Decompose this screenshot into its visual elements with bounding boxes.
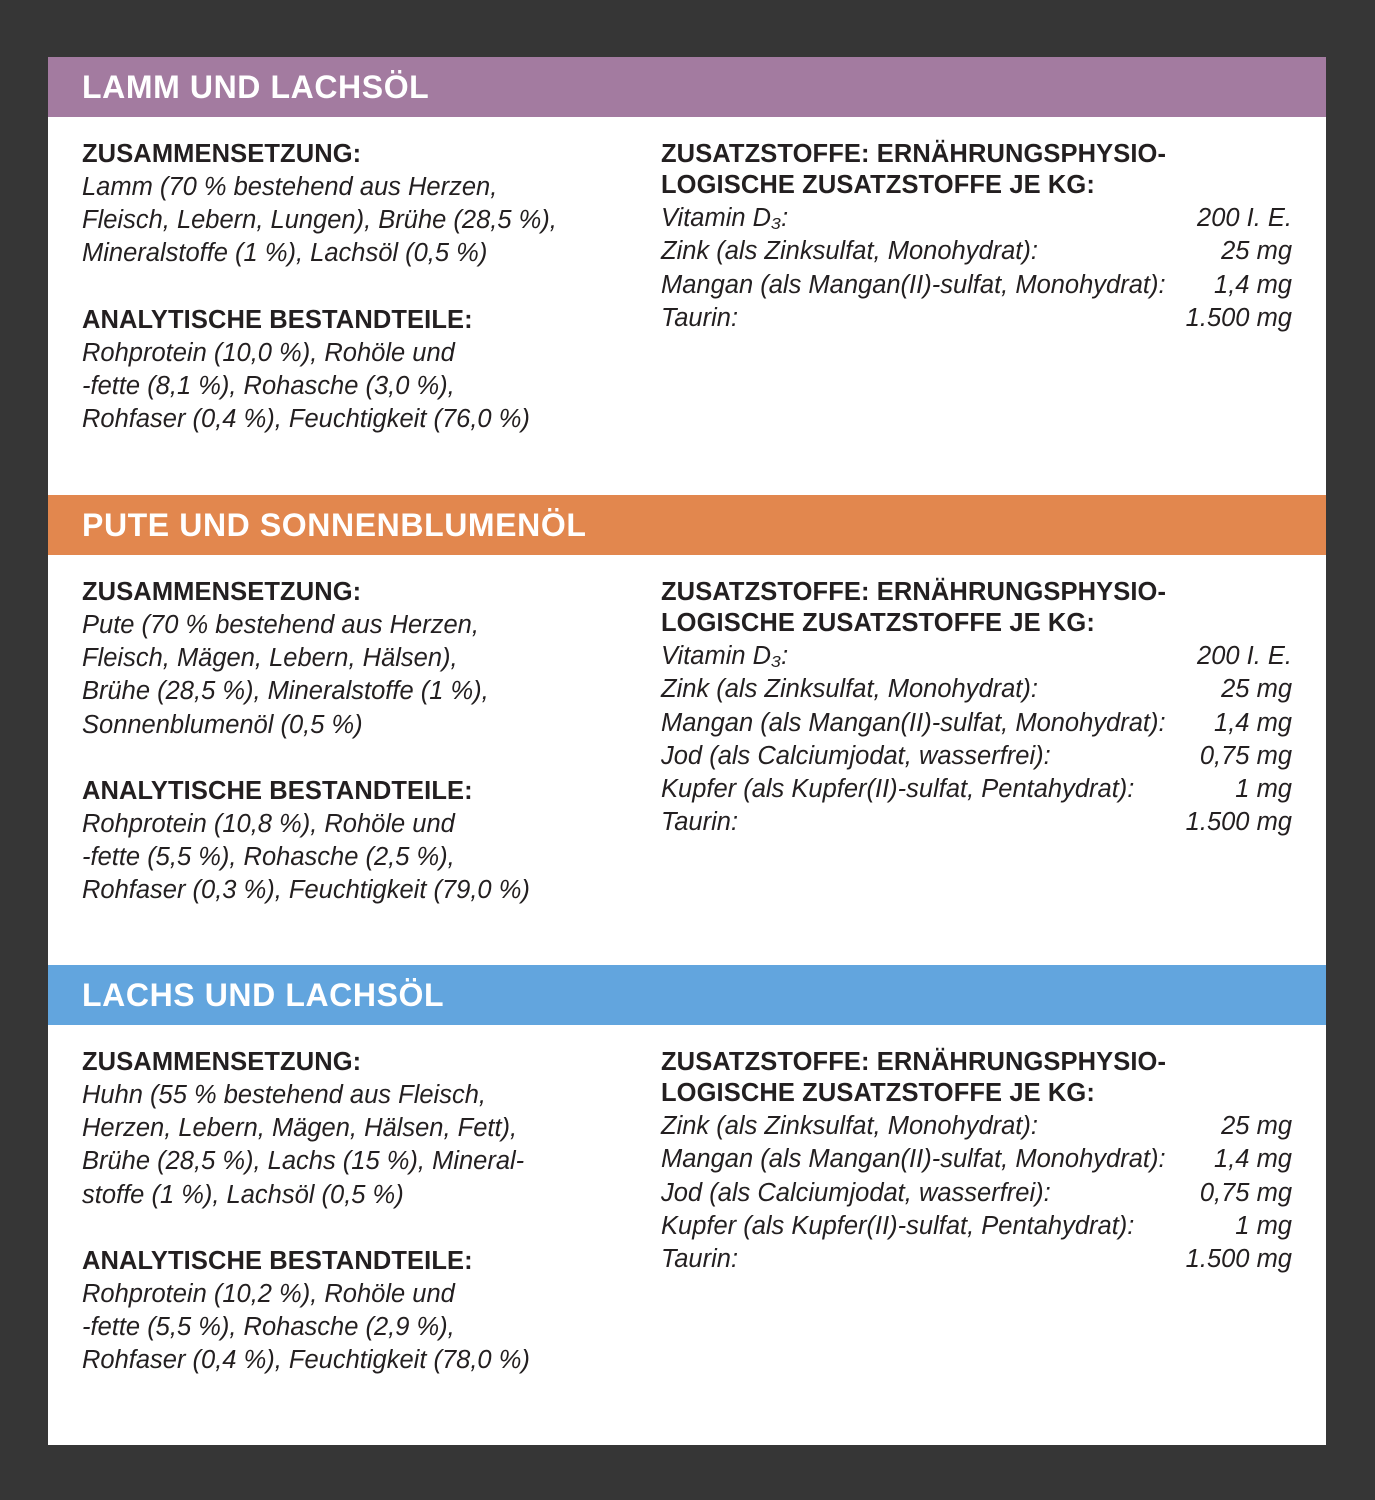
additive-name: Kupfer (als Kupfer(II)-sulfat, Pentahydr… [661,1211,1135,1240]
additive-value: 1,4 mg [1214,1145,1292,1174]
additive-value: 1 mg [1235,1211,1292,1240]
additive-name: Zink (als Zinksulfat, Monohydrat): [661,675,1038,704]
additive-name: Jod (als Calciumjodat, wasserfrei): [661,1178,1051,1207]
section-2-right-column: ZUSATZSTOFFE: ERNÄHRUNGSPHYSIO- LOGISCHE… [647,577,1292,965]
additive-name: Mangan (als Mangan(II)-sulfat, Monohydra… [661,708,1166,737]
additive-name: Vitamin D₃: [661,204,789,233]
section-1-left-column: ZUSAMMENSETZUNG: Lamm (70 % bestehend au… [82,139,647,495]
additive-row: Zink (als Zinksulfat, Monohydrat): 25 mg [661,235,1292,268]
product-section-pute-und-sonnenblumenoel: PUTE UND SONNENBLUMENÖL ZUSAMMENSETZUNG:… [48,495,1326,965]
additive-value: 200 I. E. [1197,642,1292,671]
analytical-heading-3: ANALYTISCHE BESTANDTEILE: [82,1246,473,1275]
additive-value: 1.500 mg [1185,1244,1292,1273]
section-2-left-column: ZUSAMMENSETZUNG: Pute (70 % bestehend au… [82,577,647,965]
product-section-lamm-und-lachsoel: LAMM UND LACHSÖL ZUSAMMENSETZUNG: Lamm (… [48,57,1326,495]
additive-value: 1,4 mg [1214,270,1292,299]
section-3-left-column: ZUSAMMENSETZUNG: Huhn (55 % bestehend au… [82,1047,647,1427]
analytical-heading-1: ANALYTISCHE BESTANDTEILE: [82,305,473,334]
additive-name: Zink (als Zinksulfat, Monohydrat): [661,237,1038,266]
additive-name: Taurin: [661,807,739,836]
additive-value: 1.500 mg [1185,303,1292,332]
additive-row: Jod (als Calciumjodat, wasserfrei): 0,75… [661,1177,1292,1210]
additives-heading-1: ZUSATZSTOFFE: ERNÄHRUNGSPHYSIO- LOGISCHE… [661,140,1167,200]
spacer [82,271,647,305]
additive-name: Taurin: [661,303,739,332]
additive-row: Mangan (als Mangan(II)-sulfat, Monohydra… [661,707,1292,740]
additive-row: Taurin: 1.500 mg [661,1243,1292,1276]
section-body-2: ZUSAMMENSETZUNG: Pute (70 % bestehend au… [48,555,1326,965]
additive-name: Taurin: [661,1244,739,1273]
additive-row: Kupfer (als Kupfer(II)-sulfat, Pentahydr… [661,1210,1292,1243]
additive-row: Mangan (als Mangan(II)-sulfat, Monohydra… [661,1143,1292,1176]
additive-name: Vitamin D₃: [661,642,789,671]
additive-value: 25 mg [1221,675,1292,704]
section-title-3: LACHS UND LACHSÖL [82,977,445,1013]
additive-name: Jod (als Calciumjodat, wasserfrei): [661,741,1051,770]
section-header-bar-2: PUTE UND SONNENBLUMENÖL [48,495,1326,555]
analytical-heading-2: ANALYTISCHE BESTANDTEILE: [82,776,473,805]
additive-value: 25 mg [1221,237,1292,266]
section-title-1: LAMM UND LACHSÖL [82,69,430,105]
section-body-3: ZUSAMMENSETZUNG: Huhn (55 % bestehend au… [48,1025,1326,1427]
analytical-text-2: Rohprotein (10,8 %), Rohöle und -fette (… [82,809,530,905]
additive-row: Jod (als Calciumjodat, wasserfrei): 0,75… [661,740,1292,773]
section-header-bar-3: LACHS UND LACHSÖL [48,965,1326,1025]
analytical-text-1: Rohprotein (10,0 %), Rohöle und -fette (… [82,338,530,433]
additive-name: Mangan (als Mangan(II)-sulfat, Monohydra… [661,270,1166,299]
additive-row: Vitamin D₃: 200 I. E. [661,640,1292,673]
product-section-lachs-und-lachsoel: LACHS UND LACHSÖL ZUSAMMENSETZUNG: Huhn … [48,965,1326,1427]
additive-row: Mangan (als Mangan(II)-sulfat, Monohydra… [661,269,1292,302]
additive-value: 1.500 mg [1185,807,1292,836]
composition-heading-2: ZUSAMMENSETZUNG: [82,578,362,606]
analytical-text-3: Rohprotein (10,2 %), Rohöle und -fette (… [82,1279,530,1375]
product-info-card: LAMM UND LACHSÖL ZUSAMMENSETZUNG: Lamm (… [48,57,1326,1445]
additive-row: Kupfer (als Kupfer(II)-sulfat, Pentahydr… [661,773,1292,806]
additive-value: 0,75 mg [1199,741,1292,770]
additive-name: Kupfer (als Kupfer(II)-sulfat, Pentahydr… [661,774,1135,803]
additives-heading-3: ZUSATZSTOFFE: ERNÄHRUNGSPHYSIO- LOGISCHE… [661,1048,1167,1108]
additive-row: Taurin: 1.500 mg [661,302,1292,335]
additive-value: 200 I. E. [1197,204,1292,233]
additives-heading-2: ZUSATZSTOFFE: ERNÄHRUNGSPHYSIO- LOGISCHE… [661,578,1167,638]
additive-row: Zink (als Zinksulfat, Monohydrat): 25 mg [661,1110,1292,1143]
section-header-bar-1: LAMM UND LACHSÖL [48,57,1326,117]
composition-heading-1: ZUSAMMENSETZUNG: [82,140,362,168]
composition-text-3: Huhn (55 % bestehend aus Fleisch, Herzen… [82,1081,525,1209]
section-1-right-column: ZUSATZSTOFFE: ERNÄHRUNGSPHYSIO- LOGISCHE… [647,139,1292,495]
additive-name: Mangan (als Mangan(II)-sulfat, Monohydra… [661,1145,1166,1174]
additive-row: Vitamin D₃: 200 I. E. [661,202,1292,235]
additive-value: 1 mg [1235,774,1292,803]
composition-heading-3: ZUSAMMENSETZUNG: [82,1048,362,1076]
additive-row: Taurin: 1.500 mg [661,806,1292,839]
composition-text-1: Lamm (70 % bestehend aus Herzen, Fleisch… [82,173,557,268]
composition-text-2: Pute (70 % bestehend aus Herzen, Fleisch… [82,611,489,739]
additive-row: Zink (als Zinksulfat, Monohydrat): 25 mg [661,673,1292,706]
spacer [82,742,647,776]
section-3-right-column: ZUSATZSTOFFE: ERNÄHRUNGSPHYSIO- LOGISCHE… [647,1047,1292,1427]
section-title-2: PUTE UND SONNENBLUMENÖL [82,507,587,543]
section-body-1: ZUSAMMENSETZUNG: Lamm (70 % bestehend au… [48,117,1326,495]
spacer [82,1212,647,1246]
additive-name: Zink (als Zinksulfat, Monohydrat): [661,1112,1038,1141]
additive-value: 25 mg [1221,1112,1292,1141]
additive-value: 0,75 mg [1199,1178,1292,1207]
additive-value: 1,4 mg [1214,708,1292,737]
